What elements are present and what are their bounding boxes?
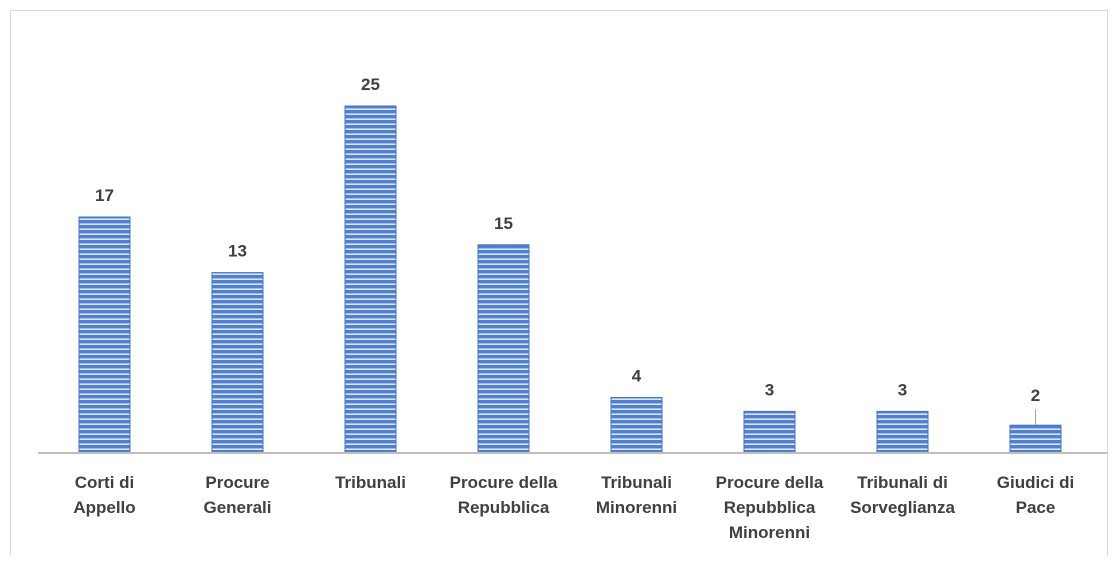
category-label-4: Tribunali Minorenni — [596, 473, 677, 517]
category-label-6: Tribunali di Sorveglianza — [850, 473, 955, 517]
category-labels-layer: Corti di Appello Procure Generali Tribunali P… — [73, 473, 1074, 542]
data-label-6: 3 — [898, 380, 907, 399]
bar-1 — [211, 272, 264, 454]
data-label-1: 13 — [228, 242, 247, 261]
bar-3 — [477, 244, 530, 454]
category-label-4-line-0: Tribunali — [601, 473, 672, 492]
value-labels-layer: 17 13 25 15 4 3 3 2 — [95, 75, 1040, 405]
category-label-1: Procure Generali — [203, 473, 271, 517]
category-label-7-line-1: Pace — [1016, 498, 1056, 517]
data-label-5: 3 — [765, 380, 774, 399]
data-label-0: 17 — [95, 186, 114, 205]
bar-0 — [78, 216, 131, 454]
category-label-5-line-2: Minorenni — [729, 523, 810, 542]
data-label-4: 4 — [632, 367, 642, 386]
bar-5 — [743, 410, 796, 454]
category-label-3-line-0: Procure della — [450, 473, 558, 492]
chart-frame — [10, 10, 1108, 556]
category-label-1-line-0: Procure — [205, 473, 269, 492]
category-label-5: Procure della Repubblica Minorenni — [716, 473, 824, 542]
category-label-0-line-0: Corti di — [75, 473, 135, 492]
category-label-6-line-0: Tribunali di — [857, 473, 948, 492]
data-label-7: 2 — [1031, 386, 1040, 405]
category-label-2: Tribunali — [335, 473, 406, 492]
category-label-1-line-1: Generali — [203, 498, 271, 517]
category-label-5-line-0: Procure della — [716, 473, 824, 492]
bars-layer — [78, 105, 1062, 454]
category-label-6-line-1: Sorveglianza — [850, 498, 955, 517]
data-label-2: 25 — [361, 75, 380, 94]
category-label-5-line-1: Repubblica — [724, 498, 816, 517]
category-label-0: Corti di Appello — [73, 473, 135, 517]
category-label-7-line-0: Giudici di — [997, 473, 1074, 492]
category-label-0-line-1: Appello — [73, 498, 135, 517]
category-label-7: Giudici di Pace — [997, 473, 1074, 517]
category-label-2-line-0: Tribunali — [335, 473, 406, 492]
bar-6 — [876, 410, 929, 454]
category-label-3-line-1: Repubblica — [458, 498, 550, 517]
bar-4 — [610, 397, 663, 454]
category-label-3: Procure della Repubblica — [450, 473, 558, 517]
bar-2 — [344, 105, 397, 454]
category-label-4-line-1: Minorenni — [596, 498, 677, 517]
data-label-3: 15 — [494, 214, 513, 233]
bar-7 — [1009, 424, 1062, 454]
